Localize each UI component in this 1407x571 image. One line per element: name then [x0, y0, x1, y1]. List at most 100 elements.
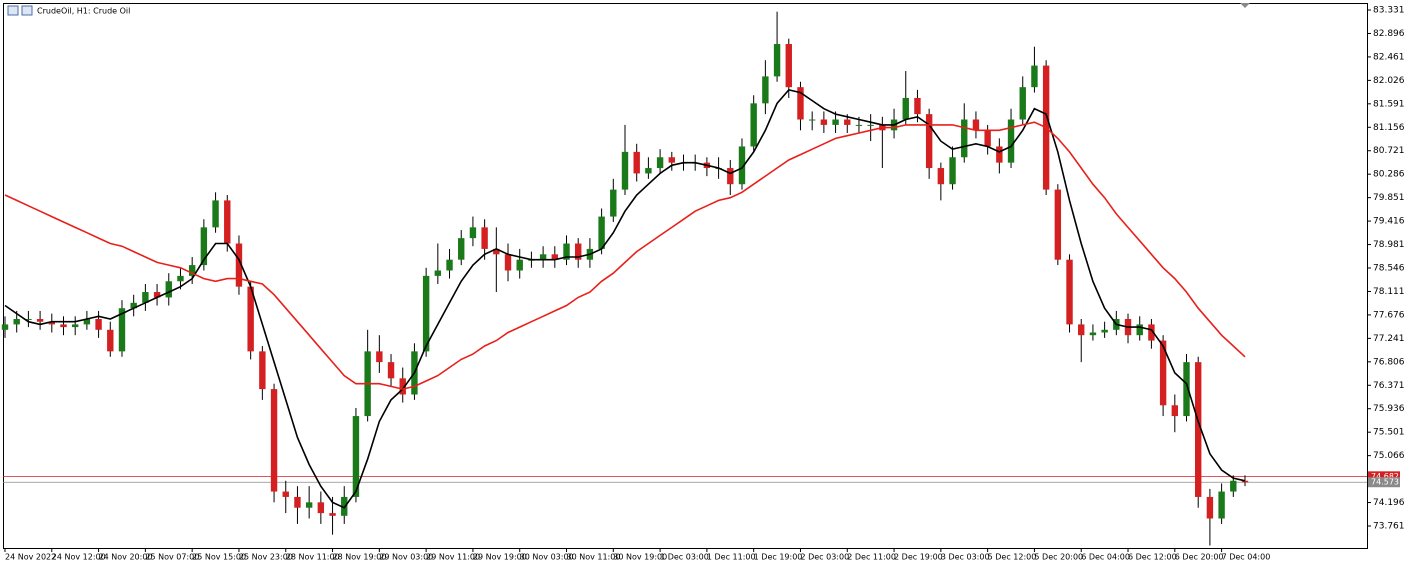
plot-frame — [3, 3, 1368, 549]
y-tick-label: 81.591 — [1373, 99, 1405, 109]
price-label-bg — [1368, 471, 1400, 482]
candle-body — [329, 513, 336, 516]
chart-icon[interactable] — [21, 5, 33, 16]
candle-body — [961, 119, 968, 158]
candle-body — [352, 416, 360, 497]
candle-body — [785, 44, 792, 88]
candle-body — [48, 321, 55, 325]
x-tick-label: 6 Dec 12:00 — [1128, 553, 1177, 562]
candle-body — [422, 275, 430, 352]
candle-body — [188, 265, 196, 276]
candle-body — [224, 200, 231, 244]
y-tick-label: 78.546 — [1373, 264, 1405, 274]
y-tick-label: 80.286 — [1373, 170, 1405, 180]
x-tick-label: 30 Nov 03:00 — [520, 553, 574, 562]
x-tick-label: 29 Nov 11:00 — [426, 553, 480, 562]
x-tick-label: 1 Dec 19:00 — [754, 553, 803, 562]
x-tick-label: 25 Nov 07:00 — [145, 553, 199, 562]
candle-body — [645, 168, 652, 174]
shift-marker — [1240, 3, 1250, 8]
candle-body — [259, 351, 266, 390]
candle-body — [481, 227, 488, 249]
candle-body — [200, 227, 208, 266]
candle-body — [750, 103, 757, 147]
x-tick-label: 28 Nov 11:00 — [286, 553, 340, 562]
x-tick-label: 30 Nov 11:00 — [567, 553, 621, 562]
candle-body — [153, 292, 161, 298]
candle-body — [1230, 480, 1237, 492]
y-tick-label: 78.981 — [1373, 240, 1405, 250]
y-tick-label: 81.156 — [1373, 123, 1405, 133]
candle-body — [867, 124, 874, 126]
candle-body — [25, 319, 32, 321]
candle-body — [844, 119, 851, 125]
moving-average-line — [4, 89, 1246, 509]
y-tick-label: 82.026 — [1373, 76, 1405, 86]
y-tick-label: 78.111 — [1373, 287, 1405, 297]
candle-body — [925, 114, 933, 169]
candle-body — [797, 87, 804, 120]
candle-body — [1007, 119, 1015, 163]
y-tick-label: 75.501 — [1373, 428, 1405, 438]
candle-body — [458, 238, 465, 260]
candle-body — [727, 168, 734, 185]
x-tick-label: 29 Nov 03:00 — [379, 553, 433, 562]
x-tick-label: 1 Dec 11:00 — [707, 553, 756, 562]
candle-body — [1195, 362, 1202, 497]
menu-icon[interactable] — [7, 5, 19, 16]
candle-body — [95, 319, 102, 330]
candle-body — [1078, 324, 1085, 336]
x-tick-label: 2 Dec 19:00 — [894, 553, 943, 562]
candle-body — [1148, 324, 1155, 341]
candle-body — [656, 157, 664, 169]
x-tick-label: 2 Dec 03:00 — [800, 553, 849, 562]
y-tick-label: 83.331 — [1373, 6, 1405, 16]
candle-body — [118, 308, 126, 352]
candle-body — [808, 119, 816, 121]
candle-body — [996, 146, 1003, 163]
candle-body — [563, 243, 570, 260]
candle-body — [949, 157, 956, 185]
candle-body — [984, 130, 991, 147]
x-tick-label: 25 Nov 23:00 — [239, 553, 293, 562]
y-tick-label: 75.936 — [1373, 404, 1405, 414]
candle-body — [1136, 324, 1143, 336]
candle-body — [551, 254, 559, 260]
candle-body — [270, 389, 278, 492]
candle-body — [773, 44, 781, 77]
x-tick-label: 1 Dec 03:00 — [660, 553, 709, 562]
y-tick-label: 77.241 — [1373, 334, 1405, 344]
y-tick-label: 73.761 — [1373, 522, 1405, 532]
candle-body — [305, 502, 313, 508]
candle-body — [142, 292, 149, 303]
candle-body — [376, 351, 383, 363]
x-tick-label: 24 Nov 12:00 — [52, 553, 106, 562]
candle-body — [294, 496, 301, 508]
candle-body — [1218, 491, 1225, 519]
x-tick-label: 7 Dec 04:00 — [1222, 553, 1271, 562]
candle-body — [1054, 189, 1062, 260]
plot-layer: 83.331 82.896 82.461 82.026 81.591 81.156 80.7… — [1, 6, 1405, 562]
y-tick-label: 79.416 — [1373, 217, 1405, 227]
candle-body — [282, 491, 289, 497]
candle-body — [1066, 259, 1073, 325]
candle-body — [668, 157, 675, 163]
candle-body — [972, 119, 980, 131]
candle-body — [1171, 405, 1179, 417]
candle-body — [914, 97, 921, 115]
y-tick-label: 76.371 — [1373, 381, 1405, 391]
candle-body — [832, 119, 839, 125]
x-tick-label: 5 Dec 12:00 — [988, 553, 1037, 562]
price-label-bg — [1368, 477, 1400, 488]
candle-body — [738, 146, 746, 185]
candle-body — [13, 319, 20, 325]
candle-body — [446, 259, 453, 271]
x-tick-label: 29 Nov 19:00 — [473, 553, 527, 562]
x-tick-label: 24 Nov 20:00 — [99, 553, 153, 562]
candle-body — [621, 151, 629, 190]
candle-body — [1159, 340, 1167, 406]
y-tick-label: 75.066 — [1373, 451, 1405, 461]
candle-body — [598, 216, 605, 249]
x-tick-label: 28 Nov 19:00 — [333, 553, 387, 562]
